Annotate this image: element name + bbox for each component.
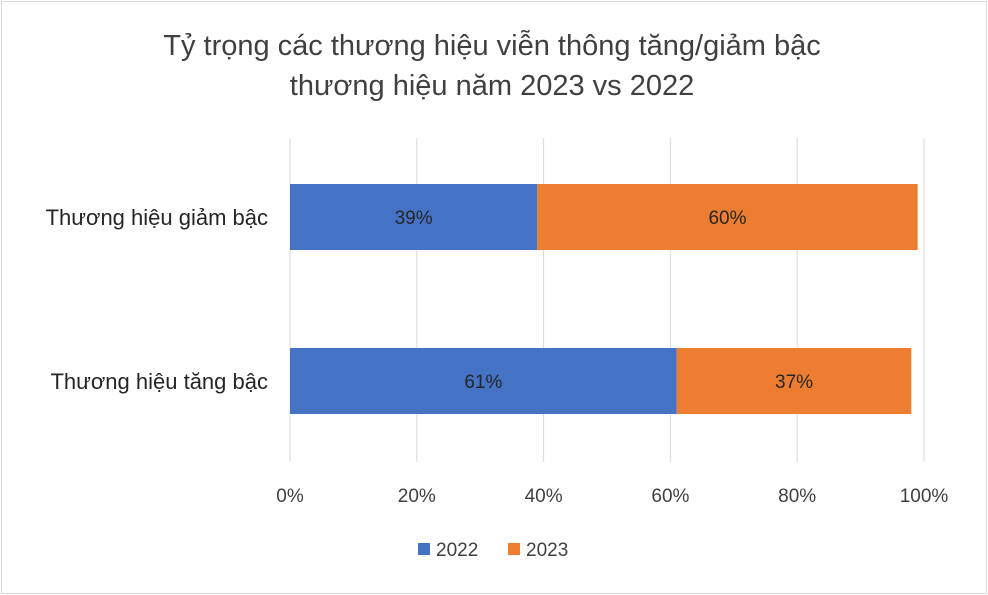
category-label: Thương hiệu giảm bậc [46,205,268,230]
data-label: 37% [775,372,813,393]
x-tick-label: 60% [651,486,689,507]
x-tick-label: 100% [900,486,949,507]
data-label: 60% [708,208,746,229]
bar-2022 [290,348,677,414]
bar-2022 [290,184,538,250]
chart-title: Tỷ trọng các thương hiệu viễn thông tăng… [0,26,984,106]
legend-swatch-2023 [508,543,520,555]
data-label: 61% [464,372,502,393]
category-label: Thương hiệu tăng bậc [50,369,268,394]
bar-2023 [676,348,912,414]
x-tick-label: 0% [276,486,304,507]
legend-swatch-2022 [418,543,430,555]
legend-label-2023: 2023 [526,540,568,561]
x-tick-label: 20% [398,486,436,507]
data-label: 39% [395,208,433,229]
x-tick-label: 40% [525,486,563,507]
legend-label-2022: 2022 [436,540,478,561]
chart-title-line-1: Tỷ trọng các thương hiệu viễn thông tăng… [163,30,821,62]
x-tick-label: 80% [778,486,816,507]
bar-2023 [537,184,918,250]
chart-title-line-2: thương hiệu năm 2023 vs 2022 [289,70,695,102]
